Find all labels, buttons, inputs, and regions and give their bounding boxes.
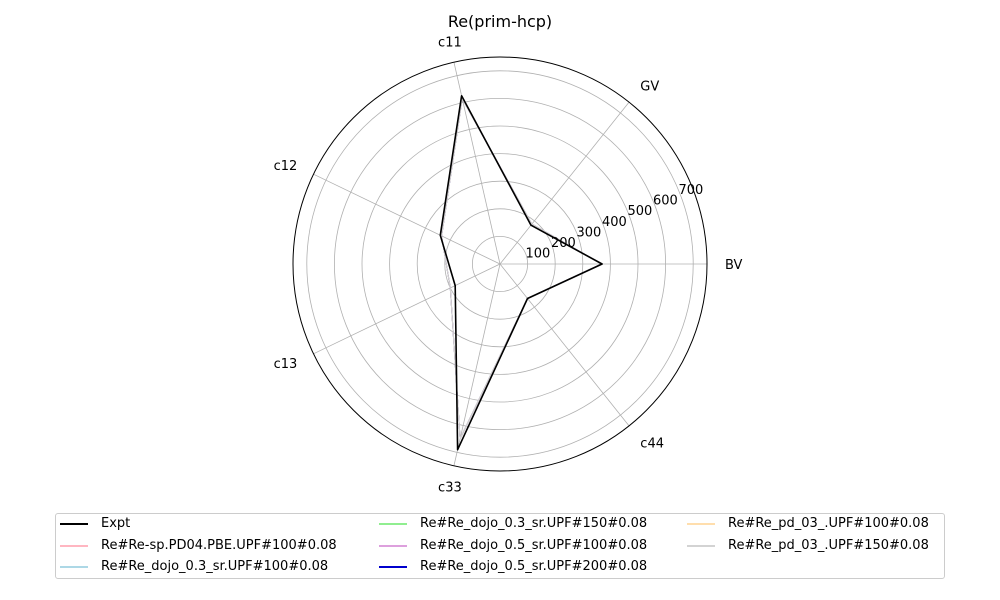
series-lines — [439, 95, 603, 451]
axis-label-c12: c12 — [274, 159, 298, 174]
legend-swatch — [687, 523, 715, 525]
angular-grid — [313, 62, 707, 466]
legend-swatch — [379, 544, 407, 547]
legend-item-expt: Expt — [60, 516, 130, 532]
legend-item-re-re-dojo-0-3-sr-upf-150-0-08: Re#Re_dojo_0.3_sr.UPF#150#0.08 — [379, 516, 647, 532]
radial-tick-label: 600 — [653, 194, 678, 209]
legend-item-re-re-dojo-0-3-sr-upf-100-0-08: Re#Re_dojo_0.3_sr.UPF#100#0.08 — [60, 559, 328, 575]
legend-swatch — [60, 566, 88, 568]
spoke-gv — [499, 101, 630, 265]
spoke-c44 — [499, 263, 630, 427]
legend-swatch — [60, 544, 88, 547]
axis-label-c13: c13 — [274, 357, 298, 372]
series-line-expt — [439, 95, 603, 451]
legend: Expt Re#Re-sp.PD04.PBE.UPF#100#0.08 Re#Re_… — [55, 513, 945, 579]
legend-label: Re#Re_dojo_0.5_sr.UPF#100#0.08 — [420, 537, 648, 553]
legend-label: Re#Re_dojo_0.3_sr.UPF#150#0.08 — [420, 516, 648, 531]
spoke-c11 — [453, 62, 501, 265]
axis-label-c44: c44 — [640, 436, 664, 451]
spoke-c33 — [453, 263, 501, 466]
outer-frame — [292, 56, 708, 472]
axis-label-bv: BV — [725, 258, 743, 273]
legend-item-re-re-pd-03-upf-150-0-08: Re#Re_pd_03_.UPF#150#0.08 — [687, 538, 929, 554]
legend-item-re-re-pd-03-upf-100-0-08: Re#Re_pd_03_.UPF#100#0.08 — [687, 516, 929, 532]
legend-swatch — [379, 566, 407, 568]
spoke-c12 — [313, 173, 501, 265]
legend-swatch — [379, 523, 407, 525]
legend-label: Re#Re_pd_03_.UPF#150#0.08 — [728, 537, 929, 553]
radial-tick-label: 500 — [628, 204, 653, 219]
axis-label-c33: c33 — [438, 480, 462, 495]
axis-labels: BV GV c11 c12 c13 c33 c44 — [274, 36, 743, 496]
legend-swatch — [687, 544, 715, 547]
spoke-c13 — [313, 263, 501, 355]
chart-title: Re(prim-hcp) — [448, 12, 552, 31]
legend-label: Re#Re_dojo_0.3_sr.UPF#100#0.08 — [101, 559, 329, 574]
radial-tick-label: 400 — [602, 215, 627, 230]
legend-item-re-re-sp-pd04-pbe-upf-100-0-08: Re#Re-sp.PD04.PBE.UPF#100#0.08 — [60, 538, 337, 554]
legend-item-re-re-dojo-0-5-sr-upf-200-0-08: Re#Re_dojo_0.5_sr.UPF#200#0.08 — [379, 559, 647, 575]
radial-tick-label: 300 — [577, 225, 602, 240]
axis-label-gv: GV — [640, 80, 659, 95]
axis-label-c11: c11 — [438, 36, 462, 51]
radial-tick-label: 100 — [526, 246, 551, 261]
legend-swatch — [60, 523, 88, 525]
legend-label: Re#Re-sp.PD04.PBE.UPF#100#0.08 — [101, 537, 337, 553]
radial-tick-label: 700 — [679, 183, 704, 198]
legend-label: Expt — [101, 516, 131, 531]
legend-label: Re#Re_pd_03_.UPF#100#0.08 — [728, 516, 929, 531]
radial-tick-label: 200 — [551, 236, 576, 251]
legend-label: Re#Re_dojo_0.5_sr.UPF#200#0.08 — [420, 559, 648, 574]
legend-item-re-re-dojo-0-5-sr-upf-100-0-08: Re#Re_dojo_0.5_sr.UPF#100#0.08 — [379, 538, 647, 554]
